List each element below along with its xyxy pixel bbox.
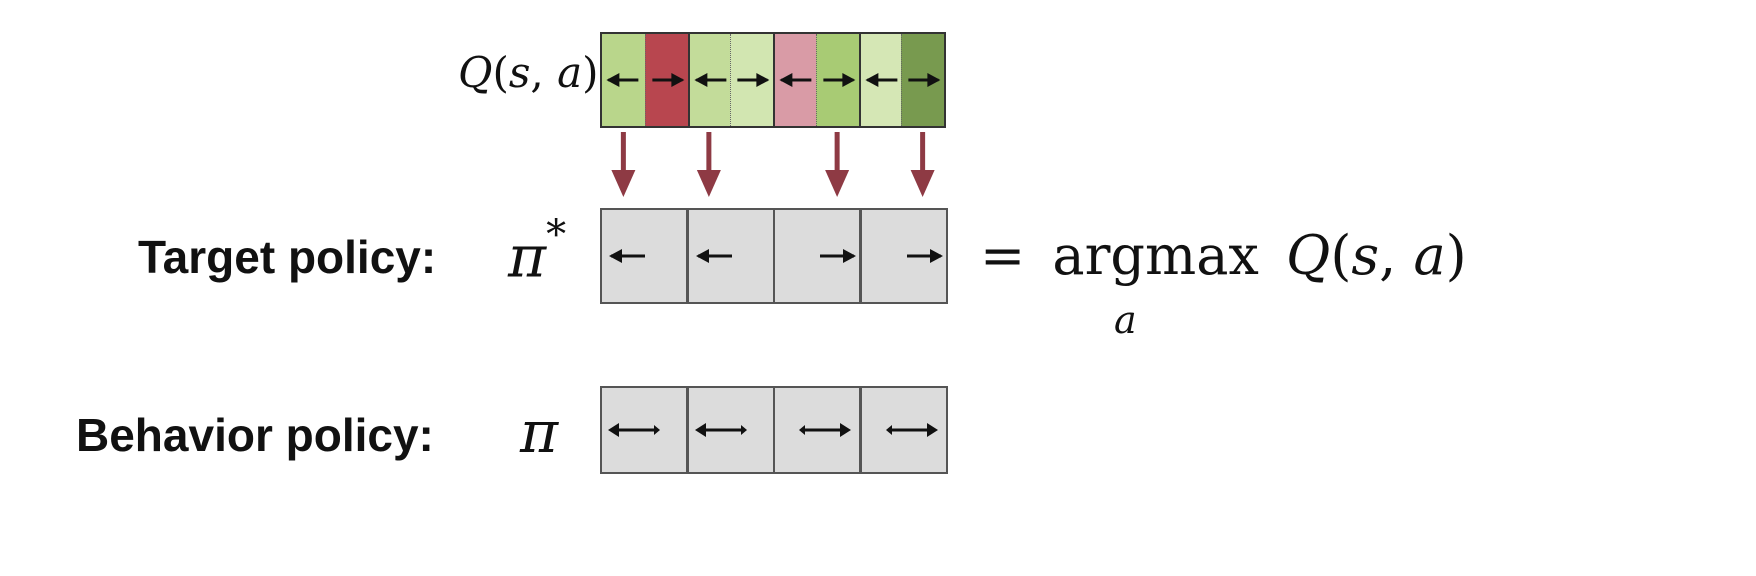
q-cell xyxy=(602,34,645,126)
left-major-arrow-icon xyxy=(694,423,747,437)
right-arrow-icon xyxy=(908,73,941,87)
left-arrow-icon xyxy=(695,249,732,263)
behavior-policy-strip xyxy=(600,386,948,474)
target-policy-cell xyxy=(773,208,861,304)
right-major-arrow-icon xyxy=(799,423,851,437)
down-arrow-icon xyxy=(825,170,850,197)
star-superscript: * xyxy=(546,212,567,258)
right-arrow-icon xyxy=(823,73,856,87)
left-arrow-icon xyxy=(864,73,897,87)
eq-a: a xyxy=(1413,224,1446,287)
right-arrow-icon xyxy=(652,73,685,87)
target-policy-cell xyxy=(686,208,775,304)
pi-symbol: π xyxy=(508,222,547,291)
q-value-strip xyxy=(600,32,946,128)
q-cell xyxy=(901,34,944,126)
q-cell xyxy=(644,34,688,126)
eq-open-paren: ( xyxy=(1330,224,1352,287)
q-cell xyxy=(773,34,816,126)
target-policy-cell xyxy=(859,208,948,304)
argmax-subscript: a xyxy=(1114,298,1137,342)
right-arrow-icon xyxy=(820,249,856,263)
q-cell xyxy=(858,34,902,126)
eq-s: s xyxy=(1351,224,1380,287)
q-s: s xyxy=(508,48,531,97)
right-arrow-icon xyxy=(737,73,770,87)
behavior-policy-symbol: π xyxy=(520,398,559,466)
behavior-policy-cell xyxy=(686,386,775,474)
eq-q-symbol: Q xyxy=(1286,224,1331,287)
right-major-arrow-icon xyxy=(885,423,938,437)
q-cell xyxy=(687,34,731,126)
eq-comma: , xyxy=(1379,224,1414,287)
left-major-arrow-icon xyxy=(608,423,660,437)
target-policy-cell xyxy=(600,208,688,304)
target-policy-strip xyxy=(600,208,948,304)
down-arrow-icon xyxy=(910,170,935,197)
q-symbol: Q xyxy=(458,48,493,97)
target-policy-symbol: π* xyxy=(508,212,566,291)
eq-close-paren: ) xyxy=(1445,224,1467,287)
target-policy-label: Target policy: xyxy=(138,231,437,283)
behavior-policy-cell xyxy=(859,386,948,474)
q-comma: , xyxy=(530,48,558,97)
argmax-equation: = argmax Q(s, a) xyxy=(980,224,1467,287)
right-arrow-icon xyxy=(906,249,943,263)
q-a: a xyxy=(557,48,583,97)
behavior-policy-label: Behavior policy: xyxy=(76,409,434,461)
left-arrow-icon xyxy=(779,73,812,87)
q-cell xyxy=(815,34,859,126)
left-arrow-icon xyxy=(693,73,726,87)
q-close-paren: ) xyxy=(582,48,599,97)
q-open-paren: ( xyxy=(492,48,509,97)
left-arrow-icon xyxy=(609,249,645,263)
argmax-operator: argmax xyxy=(1052,224,1259,287)
equals-sign: = xyxy=(980,224,1026,287)
left-arrow-icon xyxy=(606,73,639,87)
down-arrow-icon xyxy=(611,170,636,197)
down-arrow-icon xyxy=(696,170,721,197)
behavior-policy-cell xyxy=(773,386,861,474)
behavior-policy-cell xyxy=(600,386,688,474)
q-cell xyxy=(730,34,773,126)
q-function-label: Q(s, a) xyxy=(458,48,599,97)
